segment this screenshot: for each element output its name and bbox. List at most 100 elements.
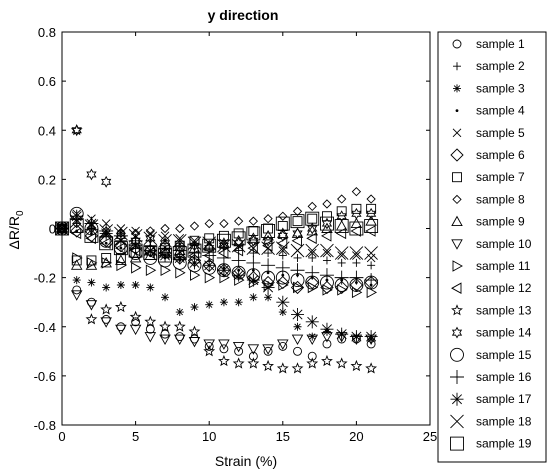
data-point (307, 222, 318, 235)
x-axis-label: Strain (%) (215, 453, 277, 469)
data-point (365, 362, 378, 374)
data-point (202, 238, 217, 253)
data-point (349, 221, 364, 236)
data-point (69, 214, 84, 228)
data-point (173, 320, 186, 332)
data-point (99, 226, 113, 240)
legend-marker (450, 414, 464, 429)
y-axis-label-sub: 0 (15, 210, 26, 216)
legend-label: sample 17 (476, 392, 532, 406)
data-point (219, 344, 229, 354)
series-3 (58, 224, 376, 344)
data-point (101, 257, 113, 269)
series-18 (55, 214, 378, 260)
data-point (144, 315, 157, 327)
data-point (366, 194, 376, 204)
data-point (143, 246, 158, 261)
legend-marker (450, 347, 464, 362)
data-point (275, 260, 290, 275)
data-point (145, 226, 155, 236)
data-point (308, 253, 317, 262)
data-point (364, 219, 379, 233)
data-point (158, 249, 172, 263)
legend-item: sample 8 (452, 192, 525, 206)
data-point (113, 241, 128, 256)
data-point (187, 243, 202, 258)
data-point (160, 329, 170, 339)
data-point (158, 248, 172, 263)
legend-label: sample 11 (476, 259, 531, 273)
data-point (119, 246, 123, 250)
legend-label: sample 8 (476, 192, 525, 206)
data-point (218, 339, 230, 350)
data-point (159, 334, 171, 345)
data-point (321, 217, 333, 230)
data-point (278, 279, 289, 291)
data-point (116, 259, 127, 272)
data-point (322, 339, 332, 349)
data-point (90, 232, 93, 235)
legend-label: sample 12 (476, 281, 532, 295)
data-point (264, 249, 273, 258)
legend-marker (451, 239, 463, 250)
data-point (249, 249, 258, 258)
data-point (351, 187, 362, 197)
data-point (263, 214, 273, 224)
data-point (276, 295, 290, 309)
data-point (85, 232, 96, 245)
data-point (189, 221, 200, 231)
data-point (335, 357, 348, 369)
data-point (305, 265, 320, 280)
y-tick-label: -0.4 (34, 320, 56, 335)
legend-item: sample 16 (450, 370, 532, 384)
legend-item: sample 2 (453, 59, 525, 73)
data-point (55, 221, 69, 236)
data-point (100, 256, 112, 268)
data-markers (55, 124, 379, 374)
data-point (246, 255, 261, 270)
data-point (322, 284, 333, 296)
legend-item: sample 7 (452, 170, 525, 184)
data-point (146, 283, 155, 292)
data-point (175, 308, 184, 317)
x-tick-label: 5 (132, 429, 139, 444)
data-point (262, 229, 274, 241)
legend-marker (451, 215, 463, 227)
legend-marker (450, 370, 464, 384)
data-point (217, 263, 231, 277)
data-point (145, 324, 155, 334)
data-point (262, 359, 274, 372)
data-point (247, 357, 260, 369)
data-point (190, 269, 201, 281)
legend-item: sample 19 (450, 437, 532, 451)
legend-item: sample 4 (455, 104, 525, 118)
data-point (143, 244, 157, 258)
data-point (322, 256, 331, 265)
data-point (231, 231, 246, 246)
x-tick-label: 25 (423, 429, 437, 444)
data-point (86, 168, 97, 181)
data-point (351, 207, 362, 220)
legend-label: sample 16 (476, 370, 532, 384)
legend-label: sample 4 (476, 104, 525, 118)
data-point (291, 307, 305, 321)
data-point (173, 251, 187, 265)
y-axis-label-main: ΔR/R (6, 216, 22, 249)
legend-marker (452, 194, 462, 205)
data-point (145, 264, 157, 277)
data-point (337, 251, 346, 260)
x-tick-label: 10 (202, 429, 216, 444)
data-point (306, 225, 319, 236)
data-point (336, 210, 347, 223)
data-point (158, 233, 172, 248)
data-point (248, 234, 259, 247)
legend-marker (452, 172, 462, 183)
data-point (204, 271, 216, 284)
legend-label: sample 6 (476, 148, 525, 162)
data-point (173, 334, 186, 345)
legend-item: sample 13 (451, 303, 532, 317)
data-point (349, 330, 363, 344)
legend-item: sample 15 (450, 347, 532, 362)
data-point (246, 226, 261, 241)
data-point (364, 273, 379, 288)
